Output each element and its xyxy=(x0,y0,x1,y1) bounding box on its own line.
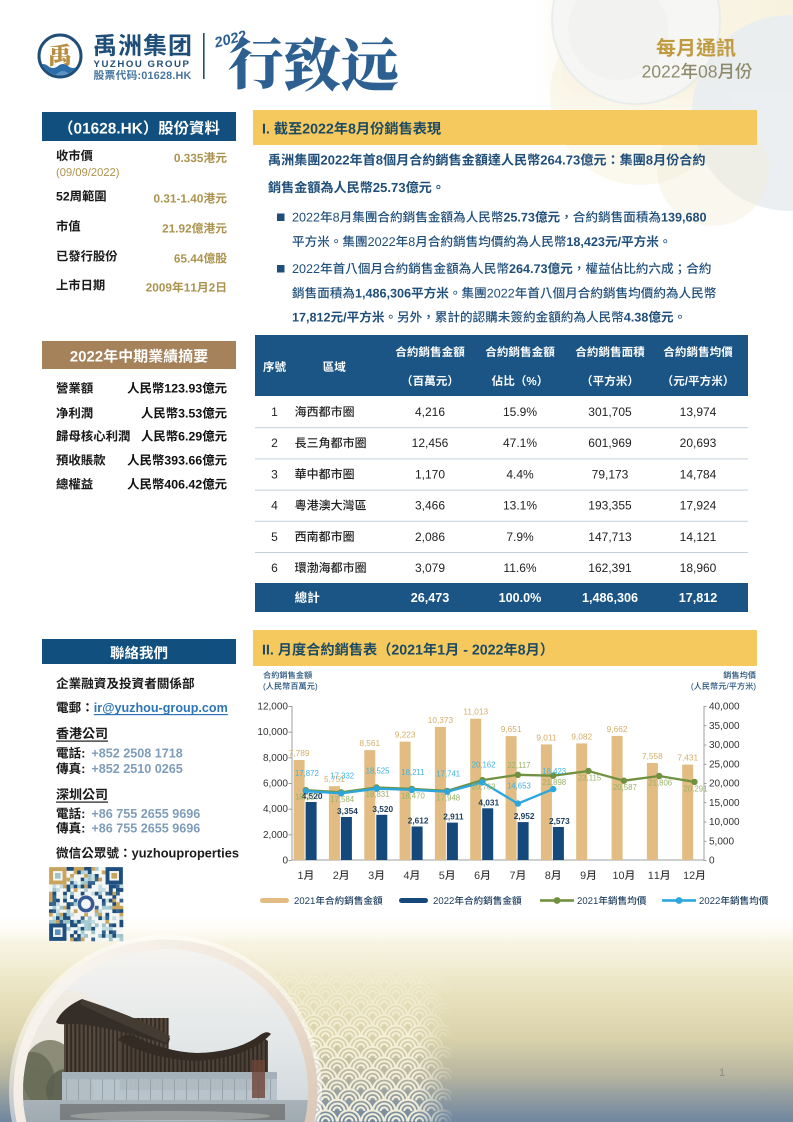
svg-text:5: 5 xyxy=(271,530,278,544)
svg-text:0: 0 xyxy=(282,856,288,867)
svg-text:1: 1 xyxy=(719,1067,725,1079)
svg-text:79,173: 79,173 xyxy=(592,467,629,481)
svg-text:17,948: 17,948 xyxy=(436,793,460,802)
svg-text:14,653: 14,653 xyxy=(507,782,531,791)
svg-text:+852 2508 1718: +852 2508 1718 xyxy=(91,747,182,761)
svg-text:17,332: 17,332 xyxy=(330,771,354,780)
svg-text:18,960: 18,960 xyxy=(680,561,717,575)
svg-text:4,031: 4,031 xyxy=(478,797,499,807)
svg-text:ir@yuzhou-group.com: ir@yuzhou-group.com xyxy=(94,701,228,715)
svg-text:+852 2510 0265: +852 2510 0265 xyxy=(91,762,182,776)
svg-text:20,000: 20,000 xyxy=(709,779,740,790)
svg-text:23,115: 23,115 xyxy=(578,774,602,783)
svg-text:1,170: 1,170 xyxy=(415,467,445,481)
svg-text:1: 1 xyxy=(271,405,278,419)
svg-text:17,584: 17,584 xyxy=(330,795,355,804)
svg-text:193,355: 193,355 xyxy=(588,499,632,513)
svg-text:35,000: 35,000 xyxy=(709,721,740,732)
svg-text:2,952: 2,952 xyxy=(514,811,535,821)
svg-text:9,651: 9,651 xyxy=(501,724,522,734)
svg-text:7,558: 7,558 xyxy=(642,751,663,761)
svg-text:2,911: 2,911 xyxy=(443,812,464,822)
svg-text:5,000: 5,000 xyxy=(709,836,734,847)
svg-text:15,000: 15,000 xyxy=(709,798,740,809)
svg-text:4: 4 xyxy=(271,499,278,513)
svg-text:14,121: 14,121 xyxy=(680,530,717,544)
svg-text:17,741: 17,741 xyxy=(436,770,460,779)
svg-text:7,789: 7,789 xyxy=(289,748,310,758)
svg-text:4,000: 4,000 xyxy=(263,804,288,815)
svg-text:4.4%: 4.4% xyxy=(506,467,534,481)
svg-text:301,705: 301,705 xyxy=(588,405,632,419)
svg-text:13.1%: 13.1% xyxy=(503,499,537,513)
svg-text:yuzhouproperties: yuzhouproperties xyxy=(132,846,239,861)
svg-text:0: 0 xyxy=(709,856,715,867)
svg-text:10,000: 10,000 xyxy=(257,727,288,738)
svg-text:3,354: 3,354 xyxy=(337,806,358,816)
svg-text:18,525: 18,525 xyxy=(366,767,391,776)
svg-text:2,086: 2,086 xyxy=(415,530,445,544)
svg-text:18,470: 18,470 xyxy=(401,791,426,800)
svg-text:22,117: 22,117 xyxy=(507,761,530,770)
svg-text:8,000: 8,000 xyxy=(263,753,288,764)
svg-text:40,000: 40,000 xyxy=(709,702,740,713)
svg-text:18,211: 18,211 xyxy=(401,768,424,777)
svg-text:4,216: 4,216 xyxy=(415,405,445,419)
svg-text:+86 755 2655 9696: +86 755 2655 9696 xyxy=(91,807,200,821)
svg-text:26,473: 26,473 xyxy=(411,591,450,605)
svg-text:+86 755 2655 9696: +86 755 2655 9696 xyxy=(91,822,200,836)
svg-text:6,000: 6,000 xyxy=(263,779,288,790)
svg-text:3,466: 3,466 xyxy=(415,499,445,513)
svg-text:7,431: 7,431 xyxy=(677,753,698,763)
svg-text:9,223: 9,223 xyxy=(395,730,416,740)
svg-text:20,693: 20,693 xyxy=(680,436,717,450)
svg-text:13,974: 13,974 xyxy=(680,405,717,419)
svg-text:18,831: 18,831 xyxy=(366,790,390,799)
svg-text:10,373: 10,373 xyxy=(428,715,454,725)
svg-text:2,573: 2,573 xyxy=(549,816,570,826)
svg-text:7.9%: 7.9% xyxy=(506,530,534,544)
svg-text:2,000: 2,000 xyxy=(263,830,288,841)
svg-text:9,082: 9,082 xyxy=(571,731,592,741)
svg-text:10,000: 10,000 xyxy=(709,817,740,828)
svg-text:5,751: 5,751 xyxy=(324,774,345,784)
svg-text:20,162: 20,162 xyxy=(472,760,496,769)
svg-text:17,872: 17,872 xyxy=(295,769,319,778)
svg-text:17,924: 17,924 xyxy=(680,499,717,513)
svg-text:3,520: 3,520 xyxy=(372,804,393,814)
svg-text:15.9%: 15.9% xyxy=(503,405,537,419)
svg-text:20,587: 20,587 xyxy=(613,783,637,792)
svg-text:9,662: 9,662 xyxy=(607,724,628,734)
svg-text:21,806: 21,806 xyxy=(648,779,672,788)
svg-text:20,763: 20,763 xyxy=(472,783,496,792)
svg-text:2: 2 xyxy=(271,436,278,450)
svg-text:14,784: 14,784 xyxy=(680,467,717,481)
svg-text:2,612: 2,612 xyxy=(408,815,429,825)
svg-text:11,013: 11,013 xyxy=(463,707,488,717)
svg-text:1,486,306: 1,486,306 xyxy=(582,591,638,605)
svg-text:9,011: 9,011 xyxy=(536,732,557,742)
svg-text:17,812: 17,812 xyxy=(679,591,718,605)
svg-text:YUZHOU GROUP: YUZHOU GROUP xyxy=(94,59,191,70)
svg-text:18,423: 18,423 xyxy=(542,767,566,776)
svg-text:12,456: 12,456 xyxy=(412,436,449,450)
svg-text:18,127: 18,127 xyxy=(295,793,319,802)
svg-text:12,000: 12,000 xyxy=(257,702,288,713)
svg-text:8,561: 8,561 xyxy=(359,738,380,748)
svg-text:601,969: 601,969 xyxy=(588,436,632,450)
svg-text:6: 6 xyxy=(271,561,278,575)
svg-text:162,391: 162,391 xyxy=(588,561,632,575)
svg-text:11.6%: 11.6% xyxy=(503,561,536,575)
svg-text:20,291: 20,291 xyxy=(684,784,708,793)
svg-text:3,079: 3,079 xyxy=(415,561,445,575)
svg-text:100.0%: 100.0% xyxy=(499,591,542,605)
svg-text:147,713: 147,713 xyxy=(588,530,632,544)
svg-text:47.1%: 47.1% xyxy=(503,436,537,450)
svg-text:30,000: 30,000 xyxy=(709,740,740,751)
svg-text:21,898: 21,898 xyxy=(542,778,566,787)
svg-text:4,520: 4,520 xyxy=(302,791,323,801)
svg-text:25,000: 25,000 xyxy=(709,759,740,770)
svg-text:3: 3 xyxy=(271,467,278,481)
